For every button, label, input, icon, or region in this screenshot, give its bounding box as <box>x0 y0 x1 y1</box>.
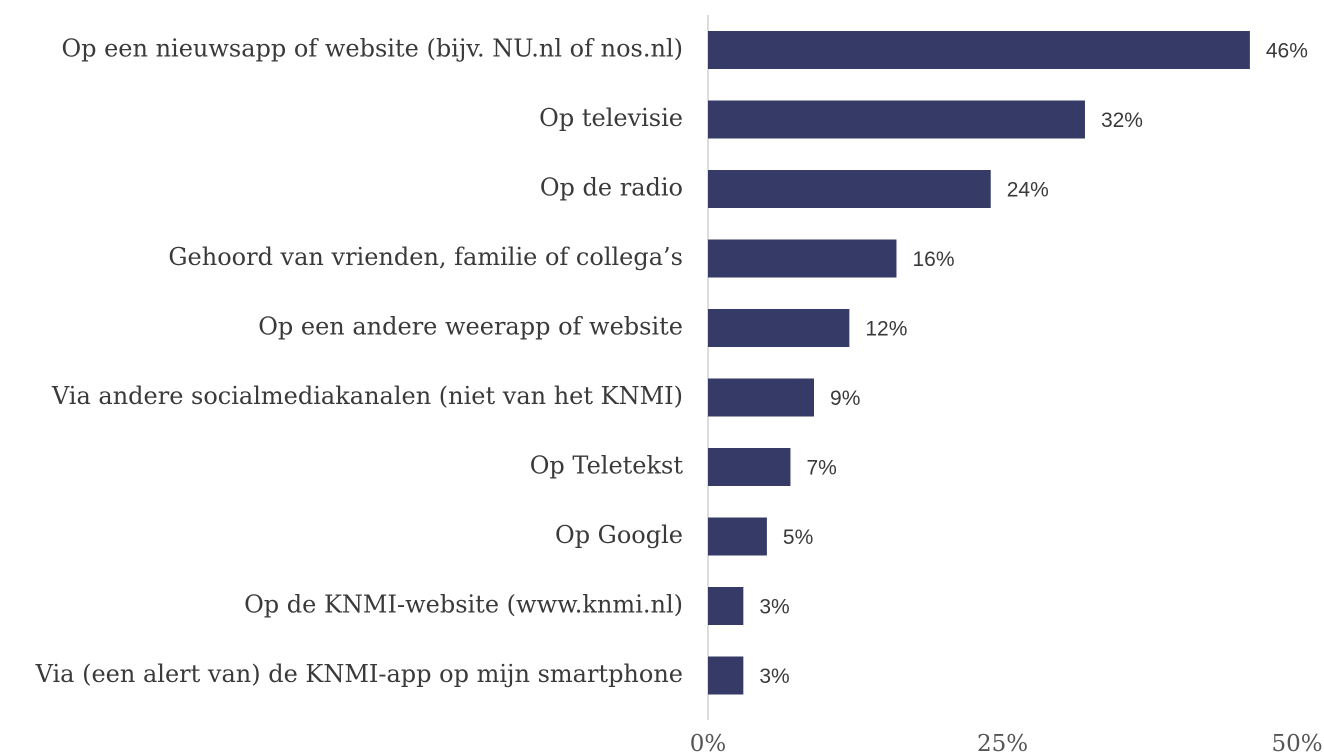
bar <box>708 448 791 486</box>
bar <box>708 31 1250 69</box>
value-label: 16% <box>912 248 954 271</box>
value-label: 24% <box>1007 179 1049 202</box>
category-label: Via (een alert van) de KNMI-app op mijn … <box>35 660 683 688</box>
value-label: 5% <box>783 526 813 549</box>
value-label: 3% <box>759 665 789 688</box>
category-label: Op Google <box>555 521 683 549</box>
category-label: Gehoord van vrienden, familie of collega… <box>168 243 683 271</box>
bar <box>708 170 991 208</box>
bar <box>708 309 850 347</box>
bar <box>708 656 744 695</box>
category-label: Op een andere weerapp of website <box>258 313 683 341</box>
value-label: 7% <box>806 457 836 480</box>
bar <box>708 517 767 556</box>
x-tick-label: 50% <box>1271 731 1322 755</box>
category-label: Op televisie <box>539 104 683 132</box>
value-label: 3% <box>759 596 789 619</box>
bar <box>708 239 897 278</box>
category-label: Op Teletekst <box>530 452 684 480</box>
bar <box>708 378 815 417</box>
x-tick-label: 0% <box>690 731 727 755</box>
value-label: 46% <box>1266 40 1308 63</box>
category-label: Via andere socialmediakanalen (niet van … <box>51 382 683 410</box>
x-tick-label: 25% <box>977 731 1028 755</box>
category-label: Op de radio <box>540 174 683 202</box>
value-label: 12% <box>865 318 907 341</box>
category-label: Op de KNMI-website (www.knmi.nl) <box>244 591 683 619</box>
value-label: 9% <box>830 387 860 410</box>
bar <box>708 100 1085 139</box>
bar <box>708 587 744 625</box>
category-label: Op een nieuwsapp of website (bijv. NU.nl… <box>61 35 683 63</box>
value-label: 32% <box>1101 109 1143 132</box>
